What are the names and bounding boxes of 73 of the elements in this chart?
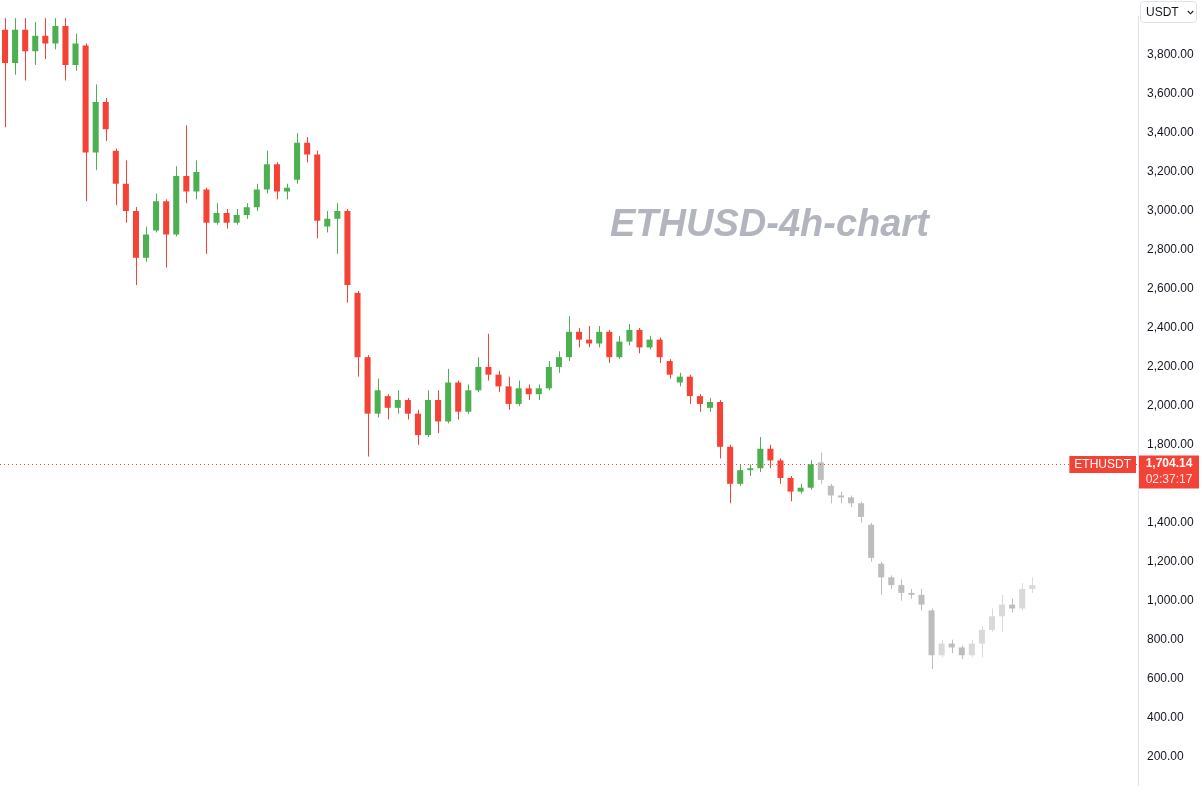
- candlestick: [32, 21, 39, 66]
- candlestick: [193, 159, 200, 200]
- candlestick: [817, 452, 824, 485]
- candlestick: [404, 397, 411, 421]
- text: 02:37:17: [1145, 472, 1193, 487]
- candlestick: [586, 325, 593, 348]
- y-tick-label: 3,000.00: [1147, 203, 1195, 218]
- candlestick: [807, 459, 814, 491]
- y-tick-label: 800.00: [1147, 631, 1185, 646]
- candlestick: [576, 327, 583, 348]
- candlestick: [143, 226, 150, 263]
- y-tick-label: 1,000.00: [1147, 593, 1195, 608]
- candlestick: [918, 588, 925, 611]
- candlestick: [636, 327, 643, 354]
- candlestick: [555, 350, 562, 374]
- y-tick-label: 1,800.00: [1147, 437, 1195, 452]
- y-tick-label: 3,200.00: [1147, 164, 1195, 179]
- y-tick-label: 2,800.00: [1147, 242, 1195, 257]
- candlestick: [737, 463, 744, 487]
- candlestick: [435, 389, 442, 434]
- y-tick-label: 1,400.00: [1147, 515, 1195, 530]
- candlestick: [827, 483, 834, 504]
- candlestick: [666, 358, 673, 380]
- y-tick-label: 200.00: [1147, 748, 1185, 763]
- candlestick: [485, 333, 492, 382]
- candlestick: [505, 376, 512, 411]
- candlestick: [253, 183, 260, 212]
- candlestick: [374, 378, 381, 419]
- candlestick: [22, 17, 29, 81]
- candlestick: [898, 578, 905, 602]
- candlestick: [414, 409, 421, 446]
- y-tick-label: 600.00: [1147, 670, 1185, 685]
- candlestick: [878, 561, 885, 596]
- candlestick: [384, 393, 391, 421]
- candlestick: [626, 323, 633, 346]
- candlestick: [515, 380, 522, 407]
- candlestick: [223, 208, 230, 230]
- y-tick-label: 3,400.00: [1147, 125, 1195, 140]
- candlestick: [757, 436, 764, 473]
- y-tick-label: 3,600.00: [1147, 86, 1195, 101]
- candlestick: [988, 608, 995, 633]
- y-tick-label: 400.00: [1147, 709, 1185, 724]
- candlestick: [596, 325, 603, 348]
- text: ETHUSD-4h-chart: [610, 202, 929, 245]
- candlestick: [858, 500, 865, 524]
- candlestick: [978, 625, 985, 658]
- candlestick: [213, 202, 220, 226]
- candlestick: [999, 594, 1006, 633]
- candlestick: [686, 374, 693, 405]
- y-tick-label: 2,400.00: [1147, 320, 1195, 335]
- candlestick: [52, 17, 59, 50]
- candlestick: [183, 124, 190, 204]
- y-axis-title: USDT: [1146, 5, 1179, 19]
- candlestick: [304, 136, 311, 163]
- candlestick: [1019, 582, 1026, 611]
- text: 1,704.14: [1145, 456, 1193, 471]
- candlestick: [324, 210, 331, 233]
- candlestick: [656, 337, 663, 364]
- candlestick: [334, 202, 341, 255]
- y-tick-label: 1,200.00: [1147, 554, 1195, 569]
- y-tick-label: 2,600.00: [1147, 281, 1195, 296]
- candlestick: [394, 389, 401, 415]
- candlestick: [545, 360, 552, 391]
- candlestick: [465, 383, 472, 415]
- y-tick-label: 2,200.00: [1147, 359, 1195, 374]
- ref-line-label: ETHUSDT: [1074, 457, 1132, 472]
- candlestick: [72, 33, 79, 72]
- y-tick-label: 2,000.00: [1147, 398, 1195, 413]
- candlestick: [616, 335, 623, 360]
- y-tick-label: 3,800.00: [1147, 47, 1195, 62]
- candlestick: [787, 475, 794, 502]
- candlestick: [495, 370, 502, 393]
- candlestick: [475, 356, 482, 393]
